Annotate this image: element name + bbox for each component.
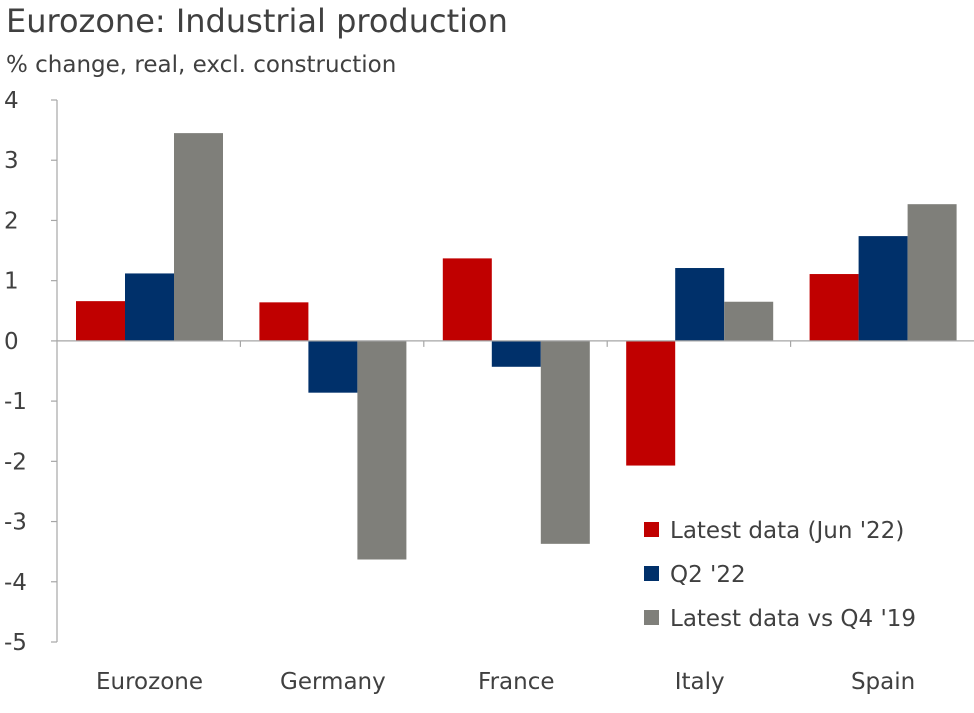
y-tick-label: -2 (4, 449, 27, 475)
x-axis-category-labels: Eurozone Germany France Italy Spain (96, 669, 915, 695)
y-tick-label: 4 (4, 88, 19, 114)
legend: Latest data (Jun '22) Q2 '22 Latest data v… (644, 518, 916, 632)
bar-eurozone-series-1 (76, 301, 125, 341)
x-category-label-italy: Italy (675, 669, 725, 695)
legend-swatch-series-3 (644, 610, 659, 625)
legend-label-series-3: Latest data vs Q4 '19 (670, 606, 916, 632)
bar-france-series-3 (540, 340, 590, 544)
bars-group (76, 133, 957, 560)
bar-eurozone-series-2 (125, 273, 174, 341)
axes-group (51, 99, 974, 643)
x-category-label-germany: Germany (280, 669, 386, 695)
x-category-label-france: France (478, 669, 554, 695)
legend-swatch-series-2 (644, 566, 659, 581)
bar-germany-series-1 (259, 302, 309, 341)
y-tick-label: 2 (4, 208, 19, 234)
bar-france-series-1 (442, 258, 492, 341)
chart-subtitle: % change, real, excl. construction (6, 52, 397, 78)
bar-italy-series-1 (626, 340, 676, 466)
x-category-label-eurozone: Eurozone (96, 669, 203, 695)
y-tick-label: 3 (4, 148, 19, 174)
legend-label-series-2: Q2 '22 (670, 562, 746, 588)
legend-label-series-1: Latest data (Jun '22) (670, 518, 904, 544)
bar-italy-series-2 (675, 268, 725, 341)
y-tick-label: -3 (4, 510, 27, 536)
bar-italy-series-3 (724, 301, 774, 341)
y-axis-tick-labels: 4 3 2 1 0 -1 -2 -3 -4 -5 (4, 88, 27, 656)
legend-swatch-series-1 (644, 522, 659, 537)
y-tick-label: 1 (4, 269, 19, 295)
y-tick-label: -1 (4, 389, 27, 415)
chart-title: Eurozone: Industrial production (6, 2, 508, 40)
bar-spain-series-1 (809, 274, 859, 341)
bar-germany-series-2 (308, 340, 358, 393)
bar-france-series-2 (491, 340, 541, 367)
x-category-label-spain: Spain (851, 669, 915, 695)
y-tick-label: -5 (4, 630, 27, 656)
bar-spain-series-3 (907, 204, 957, 341)
y-tick-label: 0 (4, 329, 19, 355)
y-tick-label: -4 (4, 570, 27, 596)
bar-eurozone-series-3 (174, 133, 223, 341)
bar-germany-series-3 (357, 340, 407, 560)
bar-spain-series-2 (858, 236, 908, 341)
